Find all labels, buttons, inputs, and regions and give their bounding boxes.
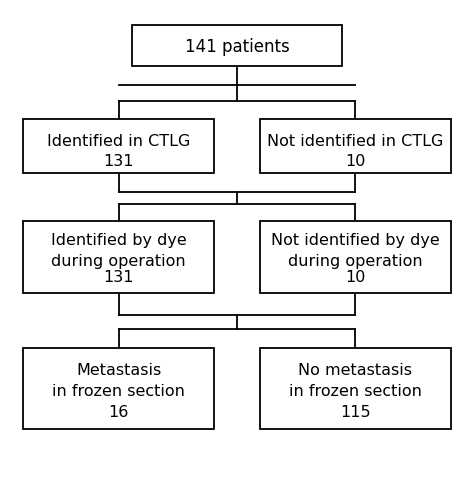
FancyBboxPatch shape bbox=[260, 222, 451, 293]
Text: 131: 131 bbox=[103, 270, 134, 285]
Text: Metastasis
in frozen section: Metastasis in frozen section bbox=[52, 362, 185, 398]
FancyBboxPatch shape bbox=[132, 26, 342, 67]
Text: 10: 10 bbox=[345, 154, 365, 169]
FancyBboxPatch shape bbox=[260, 120, 451, 173]
FancyBboxPatch shape bbox=[23, 348, 214, 429]
Text: No metastasis
in frozen section: No metastasis in frozen section bbox=[289, 362, 422, 398]
Text: 131: 131 bbox=[103, 154, 134, 169]
Text: Identified in CTLG: Identified in CTLG bbox=[47, 134, 191, 149]
Text: 16: 16 bbox=[109, 404, 129, 419]
Text: 141 patients: 141 patients bbox=[185, 37, 289, 56]
Text: 10: 10 bbox=[345, 270, 365, 285]
Text: Not identified in CTLG: Not identified in CTLG bbox=[267, 134, 444, 149]
FancyBboxPatch shape bbox=[23, 120, 214, 173]
Text: Identified by dye
during operation: Identified by dye during operation bbox=[51, 232, 187, 268]
Text: 115: 115 bbox=[340, 404, 371, 419]
FancyBboxPatch shape bbox=[260, 348, 451, 429]
FancyBboxPatch shape bbox=[23, 222, 214, 293]
Text: Not identified by dye
during operation: Not identified by dye during operation bbox=[271, 232, 440, 268]
